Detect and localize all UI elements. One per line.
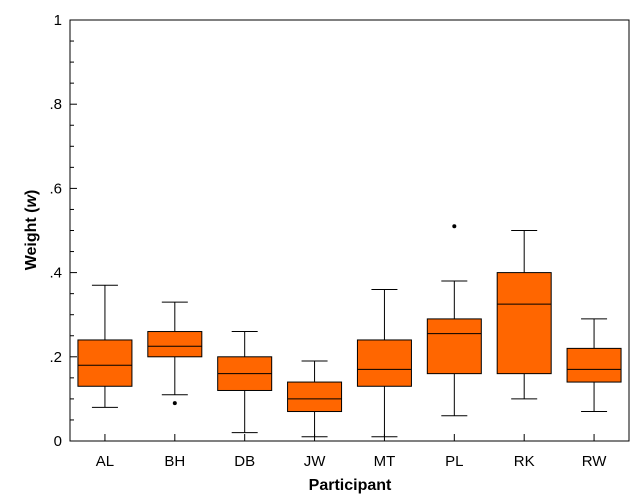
plot-frame (69, 19, 630, 442)
x-tick-label-jw: JW (304, 453, 327, 470)
iqr-box (356, 339, 412, 387)
y-axis-title-main: Weight ( (23, 207, 40, 270)
x-axis: AL BH DB JW MT PL RK RW (96, 434, 607, 470)
y-tick-label: .2 (49, 349, 62, 366)
box-pl (426, 224, 482, 417)
y-axis: 0 .2 .4 .6 .8 1 (49, 12, 77, 450)
outlier-point (452, 224, 457, 229)
x-tick-label-al: AL (96, 453, 114, 470)
box-rw (566, 318, 622, 413)
x-tick-label-mt: MT (374, 453, 396, 470)
box-al (77, 284, 133, 408)
box-series (77, 224, 622, 438)
y-tick-label: 0 (54, 433, 62, 450)
iqr-box (566, 347, 622, 383)
iqr-box (496, 272, 552, 375)
box-db (217, 331, 273, 434)
x-tick-label-bh: BH (164, 453, 185, 470)
y-axis-title-variable: w (23, 193, 40, 207)
box-mt (356, 288, 412, 438)
iqr-box (77, 339, 133, 387)
iqr-box (426, 318, 482, 375)
box-bh (147, 301, 203, 406)
x-axis-title: Participant (309, 477, 392, 494)
y-tick-label: .6 (49, 180, 62, 197)
outlier-point (172, 401, 177, 406)
y-tick-label: .4 (49, 265, 62, 282)
y-tick-label: .8 (49, 96, 62, 113)
y-tick-label: 1 (54, 12, 62, 29)
x-tick-label-rw: RW (582, 453, 608, 470)
y-axis-title-end: ) (23, 190, 40, 195)
iqr-box (287, 381, 343, 413)
x-tick-label-pl: PL (445, 453, 463, 470)
box-jw (287, 360, 343, 438)
x-tick-label-db: DB (234, 453, 255, 470)
box-rk (496, 230, 552, 400)
x-tick-label-rk: RK (514, 453, 535, 470)
iqr-box (147, 331, 203, 358)
y-axis-title: Weight (w) (23, 190, 40, 271)
